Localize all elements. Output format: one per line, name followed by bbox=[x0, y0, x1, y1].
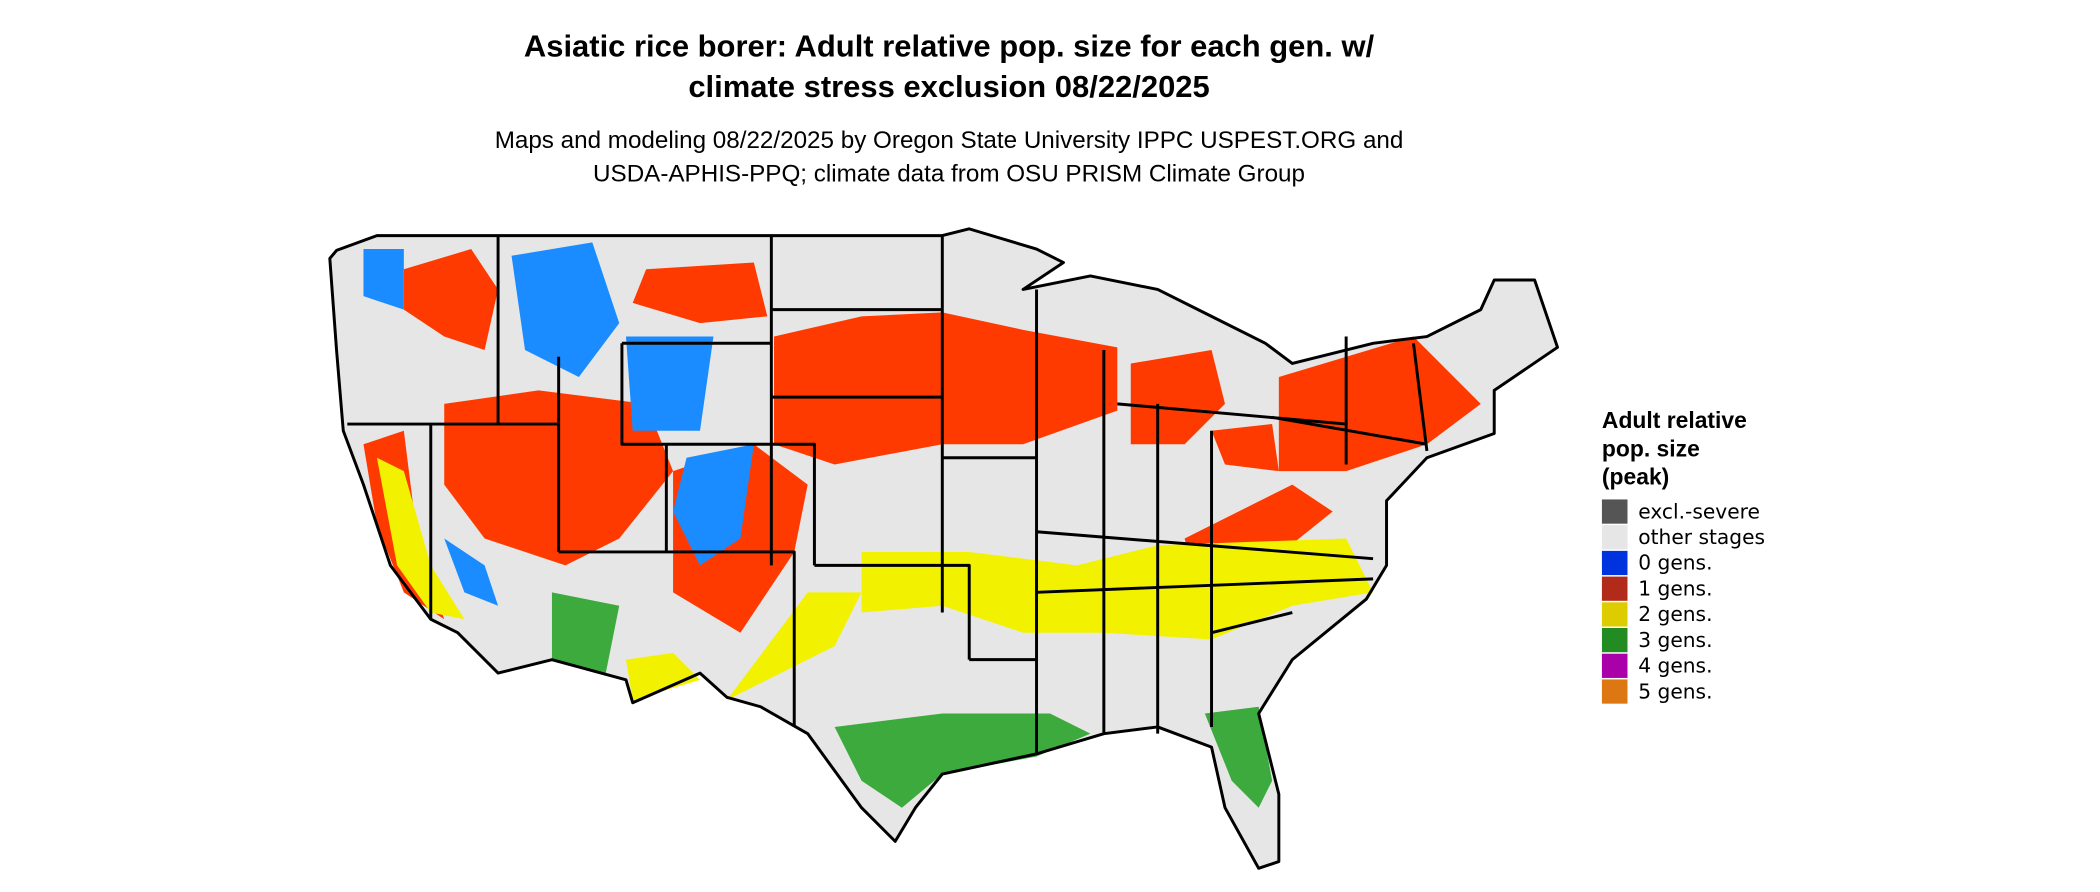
legend-swatch bbox=[1601, 525, 1628, 550]
range-3-gen bbox=[551, 592, 1273, 808]
title: climate stress exclusion 08/22/2025 bbox=[688, 69, 1209, 104]
title: Asiatic rice borer: Adult relative pop. … bbox=[524, 29, 1375, 64]
legend-swatch bbox=[1601, 602, 1628, 627]
legend-label: 4 gens. bbox=[1638, 654, 1712, 678]
subtitle: USDA-APHIS-PPQ; climate data from OSU PR… bbox=[593, 161, 1305, 188]
range-0-gen bbox=[363, 242, 754, 606]
us-map bbox=[328, 227, 1559, 870]
legend-swatch bbox=[1601, 576, 1628, 601]
legend-swatch bbox=[1601, 628, 1628, 653]
legend-label: 3 gens. bbox=[1638, 628, 1712, 652]
outline bbox=[328, 227, 1559, 870]
legend-label: 5 gens. bbox=[1638, 679, 1712, 703]
legend-title: pop. size bbox=[1602, 435, 1700, 461]
state-borders bbox=[347, 235, 1429, 754]
subtitle: Maps and modeling 08/22/2025 by Oregon S… bbox=[495, 127, 1404, 154]
legend-label: other stages bbox=[1638, 525, 1765, 549]
legend-label: 1 gens. bbox=[1638, 576, 1712, 600]
legend-title: (peak) bbox=[1602, 464, 1669, 490]
legend-title: Adult relative bbox=[1602, 407, 1747, 433]
legend-label: 2 gens. bbox=[1638, 602, 1712, 626]
legend-label: excl.-severe bbox=[1638, 499, 1760, 523]
legend-swatch bbox=[1601, 653, 1628, 678]
legend-swatch bbox=[1601, 679, 1628, 704]
legend-label: 0 gens. bbox=[1638, 551, 1712, 575]
legend-swatch bbox=[1601, 550, 1628, 576]
legend-swatch bbox=[1601, 499, 1628, 524]
